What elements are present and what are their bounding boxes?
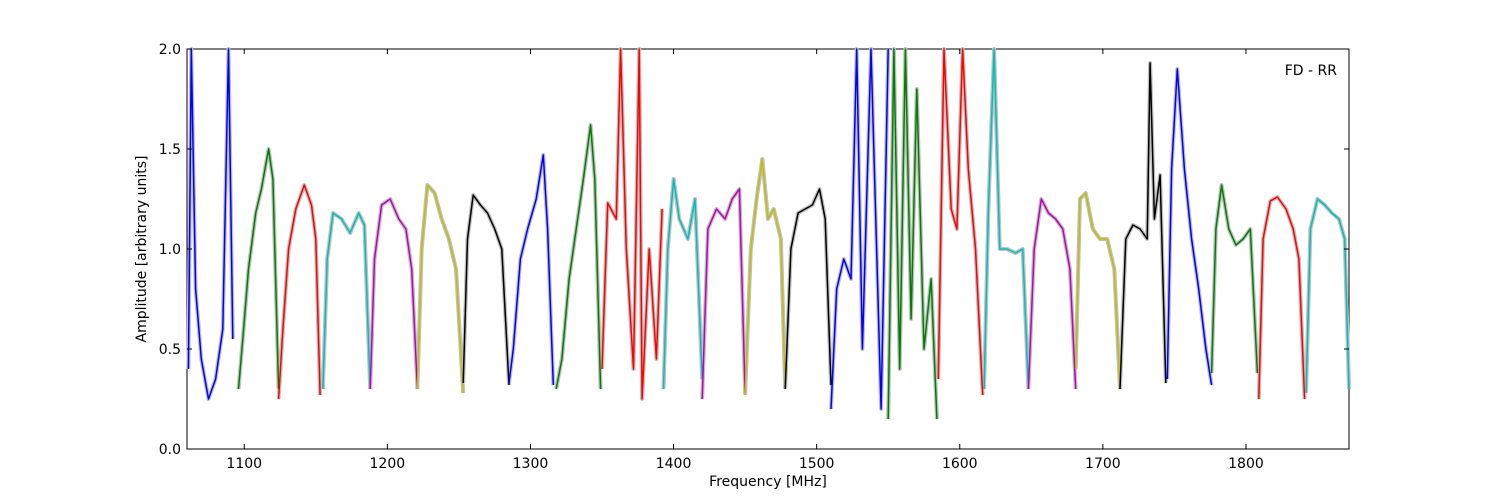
band-trace-11 bbox=[662, 178, 703, 390]
band-trace-9 bbox=[555, 124, 602, 390]
band-trace-16 bbox=[887, 48, 938, 420]
band-trace-19 bbox=[1027, 198, 1077, 390]
band-trace-4 bbox=[322, 212, 371, 390]
ticks-group: 1100 1200 1300 1400 1500 1600 1700 1800 0.0 0.5 1.… bbox=[159, 42, 1349, 472]
y-tick-label: 2.0 bbox=[159, 42, 181, 58]
band-trace-22 bbox=[1166, 68, 1213, 386]
y-tick-label: 1.0 bbox=[159, 242, 181, 258]
band-traces-group bbox=[187, 48, 1350, 420]
band-trace-12 bbox=[701, 188, 746, 400]
band-trace-23 bbox=[1210, 184, 1259, 374]
y-tick-label: 1.5 bbox=[159, 142, 181, 158]
band-trace-3 bbox=[277, 184, 321, 400]
x-tick-label: 1200 bbox=[370, 456, 406, 472]
band-trace-13 bbox=[744, 158, 786, 396]
x-tick-label: 1400 bbox=[656, 456, 692, 472]
band-trace-14 bbox=[784, 188, 832, 390]
x-tick-label: 1800 bbox=[1228, 456, 1264, 472]
band-trace-21 bbox=[1119, 62, 1167, 390]
y-axis-label: Amplitude [arbitrary units] bbox=[134, 156, 150, 343]
y-tick-label: 0.5 bbox=[159, 342, 181, 358]
x-tick-label: 1100 bbox=[226, 456, 262, 472]
x-tick-label: 1600 bbox=[942, 456, 978, 472]
band-trace-5 bbox=[369, 198, 419, 390]
band-trace-20 bbox=[1074, 192, 1121, 390]
band-trace-2 bbox=[237, 148, 280, 390]
band-trace-25 bbox=[1305, 198, 1350, 394]
x-axis-label: Frequency [MHz] bbox=[709, 474, 827, 490]
band-trace-6 bbox=[416, 184, 464, 394]
x-tick-label: 1500 bbox=[799, 456, 835, 472]
band-trace-24 bbox=[1258, 196, 1306, 400]
x-tick-label: 1300 bbox=[513, 456, 549, 472]
plot-frame bbox=[186, 48, 1350, 450]
band-trace-15 bbox=[830, 48, 889, 410]
band-trace-7 bbox=[462, 194, 510, 386]
band-trace-1 bbox=[187, 48, 234, 400]
annotation-label: FD - RR bbox=[1285, 63, 1338, 79]
band-trace-10 bbox=[601, 48, 663, 400]
band-trace-17 bbox=[937, 48, 984, 396]
x-tick-label: 1700 bbox=[1085, 456, 1121, 472]
y-tick-label: 0.0 bbox=[159, 442, 181, 458]
band-trace-18 bbox=[983, 48, 1030, 390]
band-trace-8 bbox=[508, 154, 555, 386]
